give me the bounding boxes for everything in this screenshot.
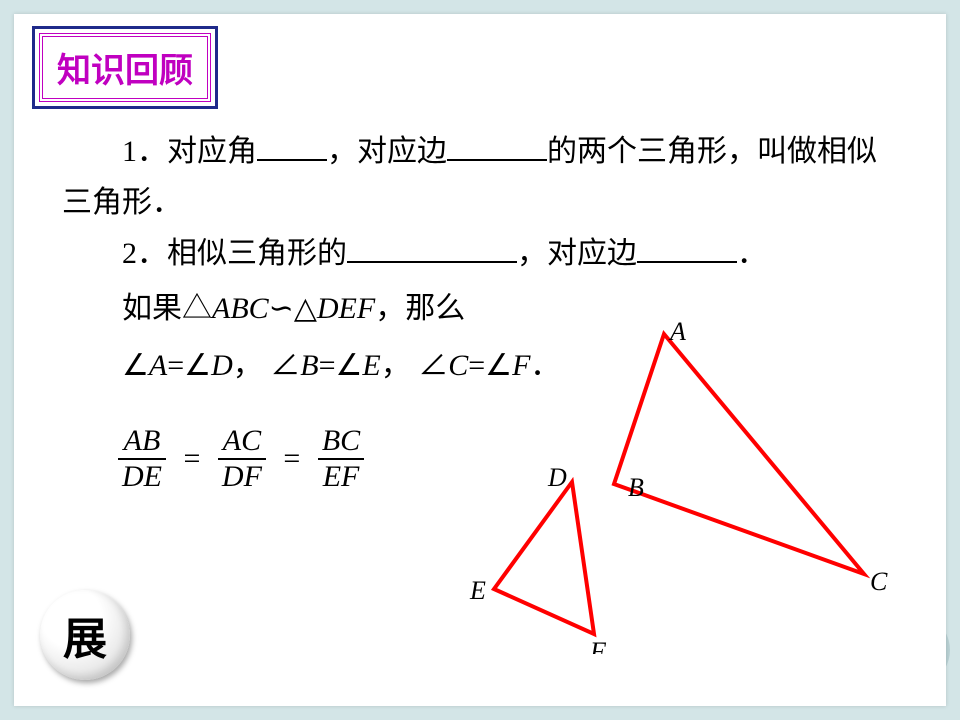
num-ac: AC [218, 424, 266, 460]
triangles-figure: A B C D E F [464, 314, 924, 654]
abc: ABC [212, 292, 269, 325]
line-1: 1．对应角，对应边的两个三角形，叫做相似三角形． [62, 126, 906, 228]
sim: ∽ [269, 292, 294, 325]
title-text: 知识回顾 [39, 33, 211, 102]
t2c: ． [737, 237, 767, 270]
num-bc: BC [318, 424, 364, 460]
svg-text:A: A [668, 317, 686, 346]
t1a: 1．对应角 [122, 135, 257, 168]
t2a: 2．相似三角形的 [122, 237, 347, 270]
den-ef: EF [318, 460, 364, 494]
svg-text:D: D [547, 463, 567, 492]
svg-text:F: F [589, 637, 607, 654]
content-frame: 知识回顾 1．对应角，对应边的两个三角形，叫做相似三角形． 2．相似三角形的，对… [14, 14, 946, 706]
blank-2 [447, 159, 547, 161]
slide: 知识回顾 1．对应角，对应边的两个三角形，叫做相似三角形． 2．相似三角形的，对… [0, 0, 960, 720]
zhan-text: 展 [63, 603, 107, 667]
num-ab: AB [118, 424, 166, 460]
line-2: 2．相似三角形的 ，对应边 ． [62, 228, 906, 279]
title-box: 知识回顾 [32, 26, 218, 109]
blank-4 [637, 261, 737, 263]
tri2: △ [294, 292, 317, 325]
svg-text:C: C [870, 567, 888, 596]
t3b: ，那么 [375, 292, 465, 325]
den-df: DF [218, 460, 266, 494]
def: DEF [317, 292, 375, 325]
zhan-badge: 展 [40, 590, 130, 680]
svg-text:E: E [469, 576, 486, 605]
t2b: ，对应边 [517, 237, 637, 270]
t3a: 如果△ [122, 292, 212, 325]
blank-3 [347, 261, 517, 263]
den-de: DE [118, 460, 166, 494]
blank-1 [257, 159, 327, 161]
t1b: ，对应边 [327, 135, 447, 168]
ratio-equation: ABDE = ACDF = BCEF [114, 424, 368, 494]
svg-text:B: B [628, 473, 644, 502]
